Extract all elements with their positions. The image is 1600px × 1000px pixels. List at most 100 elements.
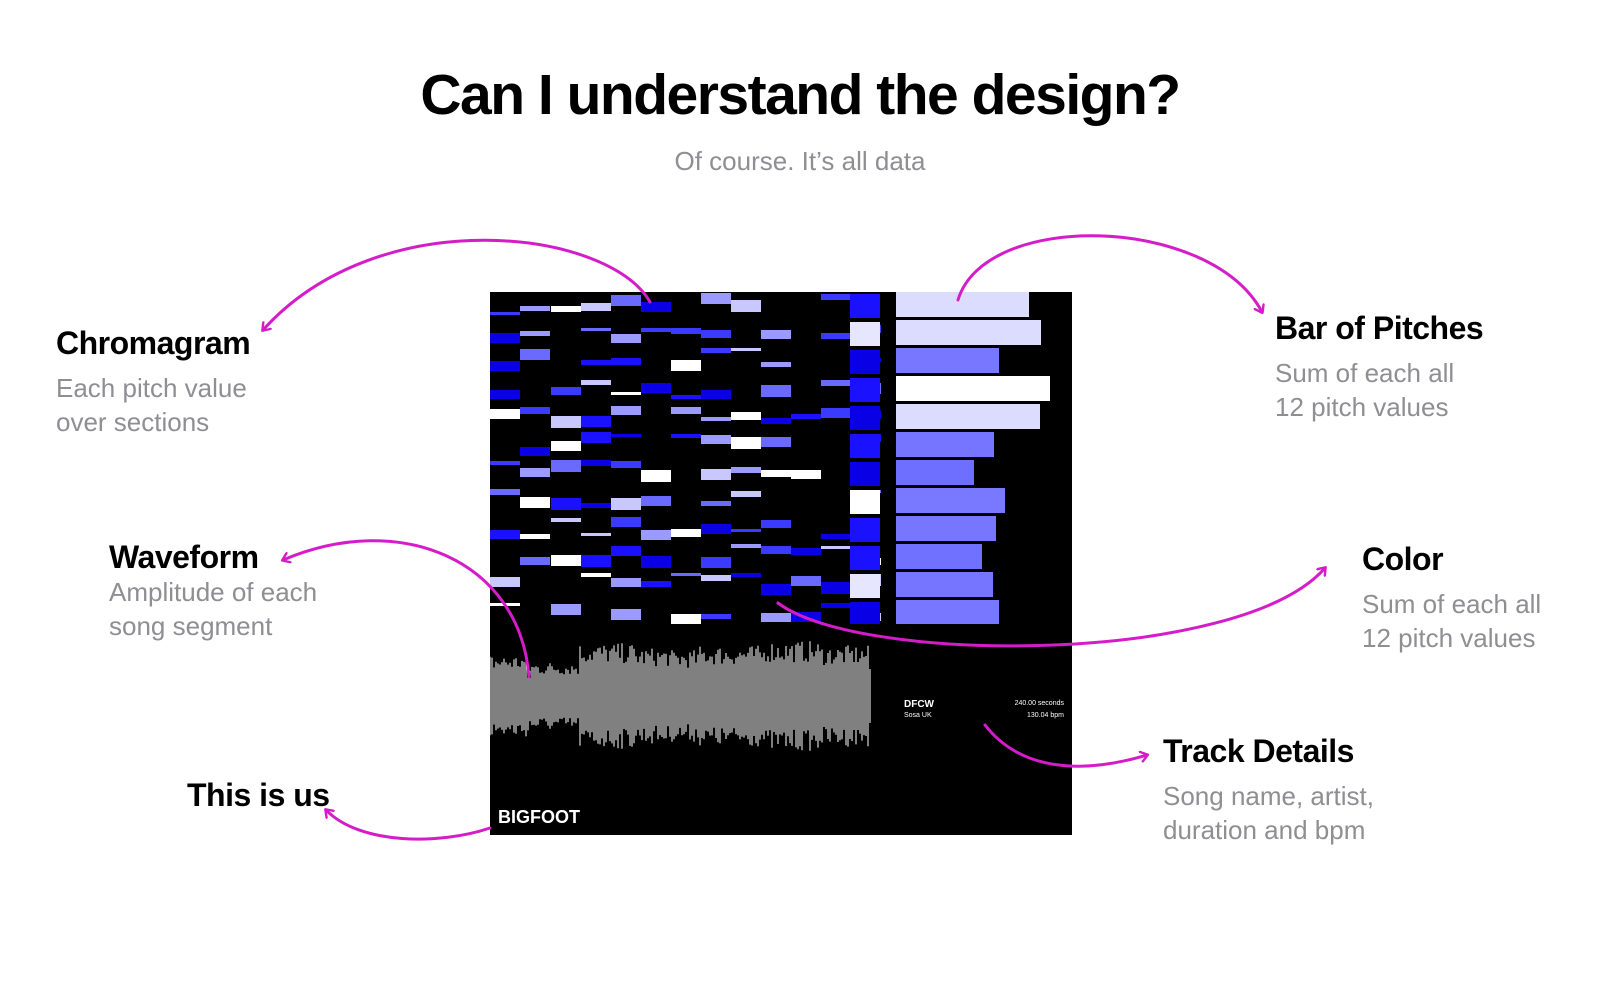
chroma-cell — [611, 546, 641, 556]
chroma-cell — [821, 408, 851, 418]
chroma-cell — [731, 467, 761, 473]
chroma-cell — [611, 334, 641, 343]
chroma-cell — [581, 303, 611, 311]
chroma-cell — [821, 603, 851, 608]
chroma-cell — [850, 350, 880, 374]
chroma-cell — [641, 581, 671, 587]
chroma-cell — [581, 533, 611, 536]
chroma-cell — [611, 406, 641, 415]
chroma-cell — [731, 437, 761, 449]
chroma-cell — [551, 306, 581, 312]
chroma-cell — [701, 501, 731, 506]
chroma-cell — [850, 294, 880, 318]
chroma-cell — [671, 395, 701, 399]
chroma-cell — [520, 407, 550, 414]
arrow-this-is-us — [326, 810, 492, 841]
page-subtitle: Of course. It’s all data — [674, 146, 926, 176]
annotation-desc-line: song segment — [109, 611, 273, 642]
chroma-cell — [701, 435, 731, 444]
chroma-cell — [731, 412, 761, 420]
annotation-desc-line: 12 pitch values — [1362, 623, 1536, 654]
pitch-bar — [896, 320, 1041, 345]
chroma-cell — [520, 349, 550, 360]
chroma-cell — [671, 328, 701, 334]
chroma-cell — [490, 312, 520, 315]
pitch-bar — [896, 600, 999, 624]
chromagram — [490, 293, 881, 624]
chroma-cell — [701, 575, 731, 581]
chroma-cell — [761, 418, 791, 424]
page-title: Can I understand the design? — [420, 63, 1181, 127]
chroma-cell — [490, 409, 520, 419]
chroma-cell — [611, 295, 641, 306]
chroma-cell — [551, 555, 581, 566]
chroma-cell — [641, 496, 671, 506]
chroma-cell — [850, 574, 880, 598]
chroma-cell — [581, 460, 611, 466]
chroma-cell — [701, 524, 731, 534]
annotation-bar-of-pitches: Bar of Pitches Sum of each all 12 pitch … — [1275, 310, 1484, 424]
chroma-cell — [791, 470, 821, 479]
chroma-cell — [821, 546, 851, 549]
track-artist: Sosa UK — [904, 712, 932, 719]
pitch-bar — [896, 348, 999, 373]
arrow-waveform — [283, 539, 531, 679]
chroma-cell — [671, 529, 701, 537]
chroma-cell — [761, 470, 791, 477]
chroma-cell — [671, 360, 701, 371]
track-bpm: 130.04 bpm — [1027, 712, 1064, 719]
annotation-description: Each pitch value over sections — [56, 371, 250, 439]
chroma-cell — [701, 293, 731, 304]
arrow-bar-of-pitches — [956, 234, 1262, 312]
chroma-cell — [490, 333, 520, 343]
chroma-cell — [551, 518, 581, 522]
chroma-cell — [850, 602, 880, 624]
chroma-cell — [761, 520, 791, 528]
annotation-chromagram: Chromagram Each pitch value over section… — [56, 325, 251, 439]
chroma-cell — [701, 348, 731, 353]
bar-of-pitches — [896, 292, 1050, 624]
annotation-desc-line: Sum of each all — [1275, 358, 1455, 389]
chroma-cell — [641, 470, 671, 482]
chroma-cell — [611, 392, 641, 395]
chroma-cell — [821, 534, 851, 539]
waveform — [490, 641, 871, 751]
chroma-cell — [611, 609, 641, 620]
annotation-desc-line: Song name, artist, — [1163, 781, 1374, 812]
chroma-cell — [701, 614, 731, 619]
chroma-cell — [551, 498, 581, 510]
chroma-cell — [850, 518, 880, 542]
chroma-cell — [731, 300, 761, 312]
chroma-cell — [731, 348, 761, 351]
chroma-cell — [581, 555, 611, 567]
chroma-cell — [821, 582, 851, 594]
chroma-cell — [551, 416, 581, 428]
pitch-bar — [896, 544, 982, 569]
chroma-cell — [490, 390, 520, 399]
chroma-cell — [490, 461, 520, 465]
chroma-cell — [791, 576, 821, 586]
chroma-cell — [520, 468, 550, 477]
chroma-cell — [671, 434, 701, 438]
annotation-desc-line: 12 pitch values — [1275, 392, 1449, 423]
chroma-cell — [551, 604, 581, 615]
chroma-cell — [581, 360, 611, 365]
chroma-cell — [520, 331, 550, 336]
chroma-cell — [850, 378, 880, 402]
chroma-cell — [731, 491, 761, 497]
chroma-cell — [520, 306, 550, 311]
pitch-bar — [896, 516, 996, 541]
annotation-track-details: Track Details Song name, artist, duratio… — [1163, 733, 1374, 847]
annotation-title: This is us — [187, 777, 330, 813]
chroma-cell — [821, 333, 851, 339]
chroma-cell — [731, 573, 761, 577]
chroma-cell — [671, 573, 701, 576]
chroma-cell — [701, 417, 731, 421]
chroma-cell — [850, 434, 880, 458]
annotation-desc-line: duration and bpm — [1163, 815, 1366, 846]
chroma-cell — [821, 380, 851, 386]
chroma-cell — [850, 406, 880, 430]
chroma-cell — [581, 380, 611, 385]
annotation-description: Sum of each all 12 pitch values — [1362, 587, 1541, 655]
